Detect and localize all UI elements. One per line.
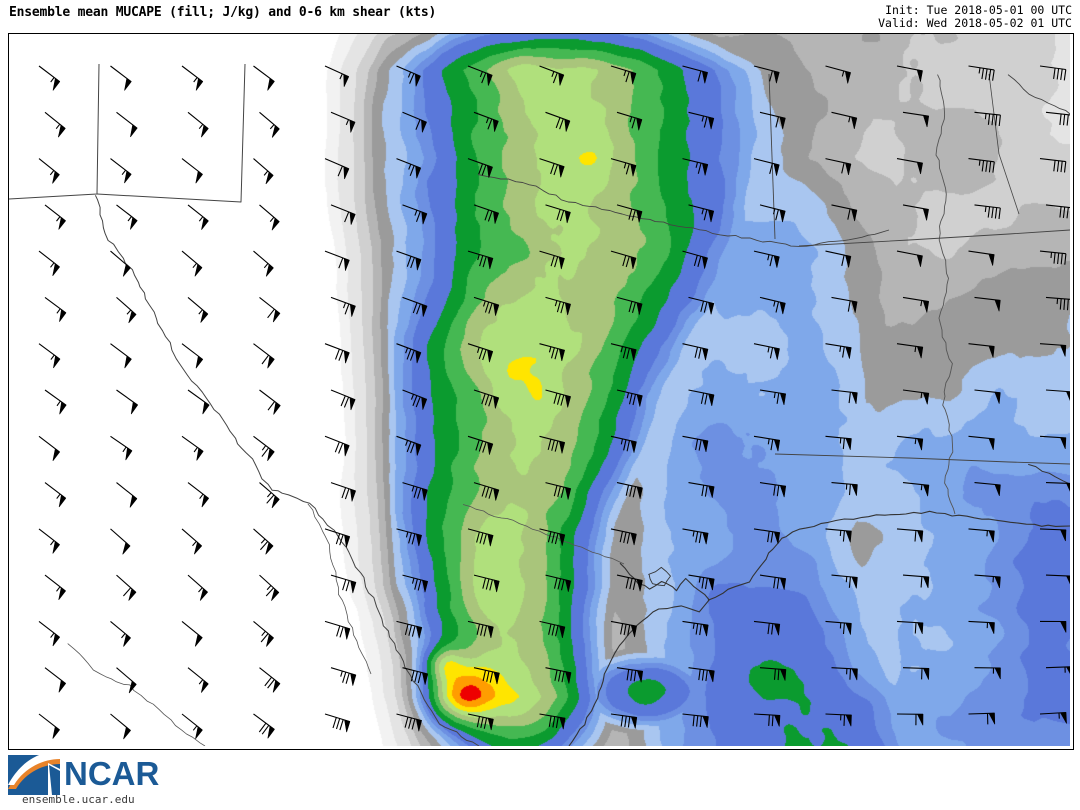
mucape-fill-layer [9, 34, 1070, 746]
footer: NCAR ensemble.ucar.edu 10025050075010001… [0, 750, 1080, 810]
ncar-logo-text: NCAR [64, 755, 160, 792]
init-time-label: Init: Tue 2018-05-01 00 UTC [885, 3, 1072, 17]
page-title: Ensemble mean MUCAPE (fill; J/kg) and 0-… [9, 5, 437, 20]
valid-time-label: Valid: Wed 2018-05-02 01 UTC [878, 16, 1072, 30]
ncar-url-text: ensemble.ucar.edu [22, 793, 135, 806]
ncar-logo[interactable]: NCAR ensemble.ucar.edu [8, 751, 168, 807]
map-panel[interactable] [8, 33, 1074, 750]
ncar-logo-mark [8, 751, 60, 795]
